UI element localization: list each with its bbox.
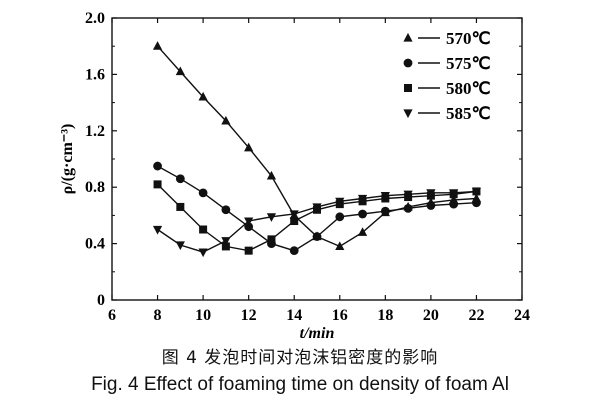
data-point bbox=[472, 198, 481, 208]
data-point bbox=[266, 170, 277, 180]
data-point bbox=[380, 192, 390, 201]
data-point bbox=[244, 222, 254, 232]
y-axis-label: ρ/(g·cm⁻³) bbox=[59, 124, 76, 195]
data-point bbox=[198, 188, 208, 198]
density-line-chart: 6 8 10 12 14 16 18 20 22 24 0 0.4 0.8 1.2 1.6 2.0 t/min ρ… bbox=[59, 10, 530, 342]
data-point bbox=[289, 246, 299, 256]
legend-entry: 585℃ bbox=[403, 104, 491, 123]
x-axis-label: t/min bbox=[300, 325, 335, 340]
y-tick-label: 1.6 bbox=[85, 66, 105, 83]
data-point bbox=[266, 213, 277, 222]
x-tick-label: 10 bbox=[195, 307, 211, 324]
x-tick-label: 20 bbox=[423, 307, 439, 324]
x-tick-label: 12 bbox=[241, 307, 257, 324]
series-line bbox=[157, 190, 477, 253]
data-point bbox=[335, 241, 345, 251]
data-point bbox=[198, 248, 208, 258]
data-point bbox=[199, 225, 208, 234]
data-point bbox=[175, 174, 185, 184]
data-point bbox=[312, 232, 322, 241]
x-tick-label: 6 bbox=[108, 307, 116, 324]
series-0 bbox=[152, 41, 482, 251]
data-point bbox=[175, 66, 185, 76]
data-point bbox=[312, 203, 322, 213]
series-line bbox=[157, 45, 477, 248]
data-point bbox=[198, 91, 208, 101]
legend-entry: 570℃ bbox=[403, 29, 491, 48]
legend-marker bbox=[403, 32, 413, 42]
data-point bbox=[153, 161, 162, 171]
legend-entry: 580℃ bbox=[404, 79, 491, 98]
data-point bbox=[335, 212, 345, 222]
legend-entry: 575℃ bbox=[403, 54, 491, 73]
legend-marker bbox=[404, 84, 412, 92]
data-point bbox=[426, 189, 436, 198]
y-tick-label: 0.8 bbox=[85, 179, 105, 196]
data-point bbox=[176, 202, 185, 211]
data-point bbox=[221, 115, 231, 125]
data-point bbox=[358, 209, 367, 219]
legend-marker bbox=[403, 109, 413, 119]
y-tick-label: 1.2 bbox=[85, 123, 105, 140]
data-point bbox=[244, 246, 253, 255]
legend-marker bbox=[403, 58, 413, 68]
figure-caption-chinese: 图 4 发泡时间对泡沫铝密度的影响 bbox=[161, 348, 439, 368]
data-point bbox=[335, 197, 345, 207]
x-tick-label: 16 bbox=[332, 307, 348, 324]
series-1 bbox=[153, 161, 481, 256]
data-point bbox=[449, 189, 459, 198]
data-point bbox=[244, 217, 254, 227]
x-tick-label: 14 bbox=[286, 307, 302, 324]
legend-label: 575℃ bbox=[446, 54, 491, 73]
data-point bbox=[289, 210, 299, 220]
series-3 bbox=[152, 187, 482, 258]
data-point bbox=[152, 41, 163, 50]
data-point bbox=[403, 190, 413, 200]
data-point bbox=[357, 194, 368, 204]
y-tick-label: 0.4 bbox=[85, 236, 105, 253]
data-point bbox=[244, 142, 254, 152]
legend-label: 585℃ bbox=[446, 104, 491, 123]
figure-caption-english: Fig. 4 Effect of foaming time on density… bbox=[91, 374, 509, 395]
x-tick-label: 24 bbox=[514, 307, 530, 324]
y-tick-label: 0 bbox=[97, 292, 105, 309]
legend-label: 580℃ bbox=[446, 79, 491, 98]
legend-label: 570℃ bbox=[446, 29, 491, 48]
data-point bbox=[267, 235, 276, 244]
data-point bbox=[449, 199, 459, 209]
x-tick-label: 22 bbox=[468, 307, 484, 324]
data-point bbox=[153, 180, 162, 189]
data-point bbox=[471, 187, 482, 197]
x-tick-label: 8 bbox=[154, 307, 162, 324]
data-point bbox=[290, 217, 299, 226]
data-point bbox=[403, 203, 413, 213]
data-point bbox=[152, 225, 163, 235]
data-point bbox=[221, 242, 230, 251]
data-point bbox=[175, 241, 185, 251]
y-tick-label: 2.0 bbox=[85, 10, 105, 27]
data-point bbox=[380, 206, 390, 216]
data-point bbox=[221, 237, 231, 246]
data-point bbox=[357, 227, 368, 236]
x-tick-label: 18 bbox=[377, 307, 393, 324]
data-point bbox=[426, 201, 436, 210]
data-point bbox=[221, 205, 231, 215]
